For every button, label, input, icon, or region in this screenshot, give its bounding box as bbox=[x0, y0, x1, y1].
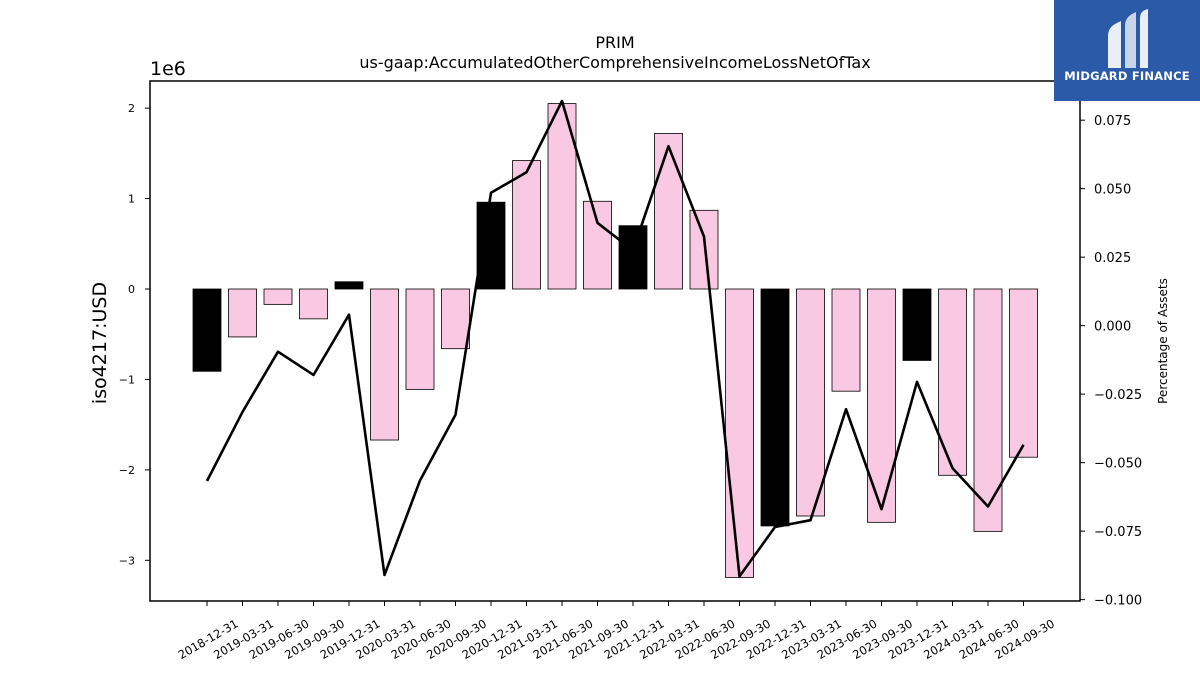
y-tick-label: −3 bbox=[119, 554, 135, 567]
bar bbox=[192, 288, 222, 372]
bar bbox=[299, 288, 328, 320]
y2-tick-label: −0.025 bbox=[1094, 388, 1142, 403]
bar-series bbox=[192, 103, 1038, 578]
y-axis: −3 −2 −1 0 1 2 bbox=[119, 102, 150, 567]
y-offset-label: 1e6 bbox=[150, 58, 186, 80]
bar bbox=[228, 288, 257, 338]
y-tick-label: 2 bbox=[128, 102, 135, 115]
brand-logo: MIDGARD FINANCE bbox=[1054, 0, 1200, 101]
bar bbox=[441, 288, 470, 350]
y2-tick-label: 0.050 bbox=[1094, 183, 1131, 198]
bar bbox=[796, 288, 825, 517]
chart-subtitle: us-gaap:AccumulatedOtherComprehensiveInc… bbox=[359, 53, 870, 72]
y-tick-label: −1 bbox=[119, 373, 135, 386]
line-path bbox=[205, 99, 1025, 578]
bar bbox=[334, 281, 364, 290]
bar bbox=[405, 288, 435, 390]
midgard-logo-icon bbox=[1108, 9, 1148, 68]
bar bbox=[583, 200, 612, 290]
bar bbox=[725, 288, 754, 578]
brand-name: MIDGARD FINANCE bbox=[1064, 69, 1190, 83]
y2-axis-label: Percentage of Assets bbox=[1156, 278, 1170, 404]
bar bbox=[1009, 288, 1038, 458]
line-series bbox=[205, 99, 1025, 578]
bar bbox=[263, 288, 293, 305]
y2-tick-label: −0.075 bbox=[1094, 525, 1142, 540]
y-axis-label: iso4217:USD bbox=[89, 282, 111, 404]
y2-tick-label: 0.000 bbox=[1094, 320, 1131, 335]
y-tick-label: −2 bbox=[119, 464, 135, 477]
y2-tick-label: −0.050 bbox=[1094, 457, 1142, 472]
bar bbox=[654, 133, 683, 290]
bar bbox=[689, 209, 719, 290]
bar bbox=[867, 288, 896, 523]
y2-tick-label: 0.025 bbox=[1094, 251, 1131, 266]
y2-axis: −0.100 −0.075 −0.050 −0.025 0.000 0.025 0.050 0… bbox=[1080, 114, 1142, 609]
y2-tick-label: 0.075 bbox=[1094, 114, 1131, 129]
y-tick-label: 0 bbox=[128, 283, 135, 296]
bar bbox=[760, 288, 790, 527]
y2-tick-label: −0.100 bbox=[1094, 594, 1142, 609]
bar bbox=[476, 201, 506, 290]
bar bbox=[512, 160, 541, 290]
bar bbox=[618, 225, 648, 290]
plot-frame bbox=[149, 80, 1081, 602]
y-tick-label: 1 bbox=[128, 193, 135, 206]
bar bbox=[831, 288, 861, 392]
chart-title: PRIM bbox=[595, 33, 634, 52]
bar bbox=[902, 288, 932, 361]
x-axis: 2018-12-312019-03-312019-06-302019-09-30… bbox=[176, 601, 1057, 662]
bar bbox=[370, 288, 399, 441]
